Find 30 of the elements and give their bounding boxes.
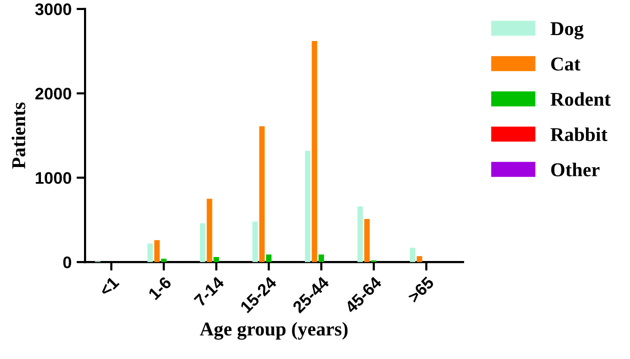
x-tick-label: 1-6 [148,276,172,300]
bar [161,258,167,262]
bar [410,248,416,262]
bar [304,150,310,262]
x-axis-title: Age group (years) [200,322,348,340]
legend-label: Cat [551,58,580,71]
x-tick-label: >65 [407,276,435,304]
y-tick-label: 1000 [36,172,72,184]
bar [206,198,212,262]
y-tick-label: 2000 [35,88,72,100]
legend-label: Rodent [550,92,611,106]
bar [154,240,160,262]
legend-label: Dog [550,22,584,40]
bar [200,223,206,262]
bar [416,256,422,262]
bar [252,222,258,262]
legend-label: Other [551,162,600,176]
bar [259,126,265,262]
bar [214,257,220,262]
bar [357,206,363,262]
y-tick-label: 3000 [35,3,72,16]
legend-label: Rabbit [550,127,608,142]
bar [147,244,153,262]
bar [364,219,370,262]
x-tick-label: <1 [98,276,120,297]
y-axis-title: Patients [12,102,26,169]
bar [312,41,318,262]
bar [266,254,272,262]
bar [318,254,324,262]
y-tick-label: 0 [63,256,72,268]
